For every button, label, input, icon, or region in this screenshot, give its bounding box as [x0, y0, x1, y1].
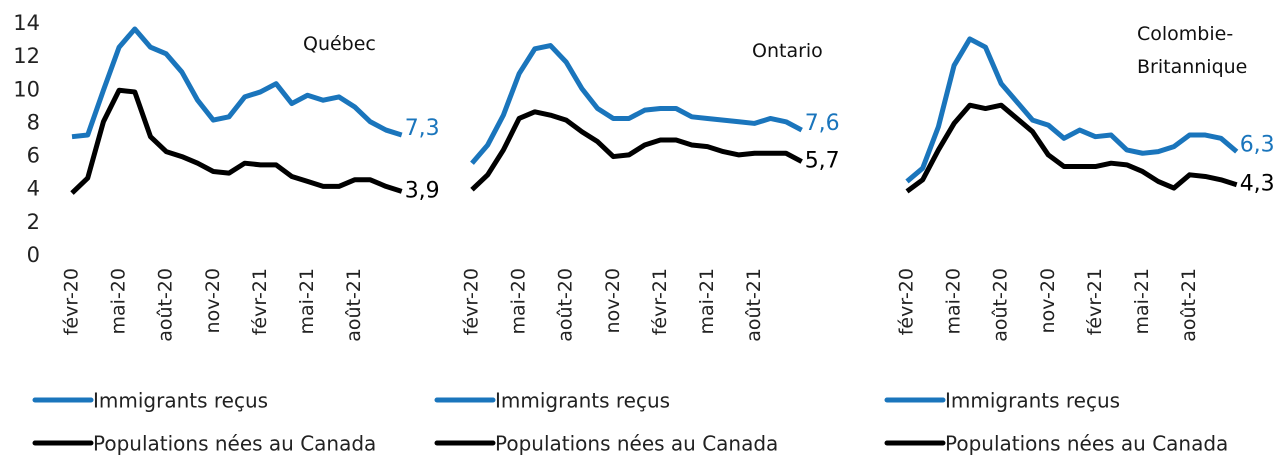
- legend-label: Immigrants reçus: [93, 389, 268, 413]
- x-tick-label: nov-20: [1037, 268, 1059, 333]
- x-tick-label: févr-20: [896, 268, 918, 335]
- data-label: 3,9: [405, 178, 440, 203]
- line: [905, 102, 1238, 194]
- legend-label: Populations nées au Canada: [495, 432, 778, 456]
- data-label: 7,3: [405, 116, 440, 141]
- y-tick-label: 10: [13, 77, 40, 101]
- chart-title: Colombie-Britannique: [1137, 23, 1248, 78]
- line: [470, 43, 803, 165]
- legend-label: Populations nées au Canada: [945, 432, 1228, 456]
- x-tick-label: mai-20: [108, 268, 130, 334]
- x-tick-label: août-20: [155, 268, 177, 342]
- x-tick-label: mai-21: [1131, 268, 1153, 334]
- x-tick-label: août-20: [990, 268, 1012, 342]
- x-tick-label: févr-20: [461, 268, 483, 335]
- x-tick-label: mai-21: [696, 268, 718, 334]
- y-tick-label: 6: [27, 144, 40, 168]
- x-tick-label: nov-20: [602, 268, 624, 333]
- data-label: 5,7: [805, 149, 840, 174]
- y-tick-label: 2: [27, 210, 40, 234]
- x-tick-label: août-21: [343, 268, 365, 342]
- y-tick-label: 8: [27, 110, 40, 134]
- x-tick-label: août-21: [743, 268, 765, 342]
- data-label: 6,3: [1240, 133, 1275, 158]
- y-tick-label: 4: [27, 177, 40, 201]
- x-tick-label: mai-21: [296, 268, 318, 334]
- x-tick-label: févr-21: [649, 268, 671, 335]
- chart-title: Ontario: [752, 40, 823, 62]
- chart-title: Québec: [303, 33, 376, 55]
- line: [70, 87, 403, 195]
- x-tick-label: févr-21: [1084, 268, 1106, 335]
- line: [71, 26, 403, 140]
- legend-label: Immigrants reçus: [495, 389, 670, 413]
- x-tick-label: févr-20: [61, 268, 83, 335]
- legend-label: Populations nées au Canada: [93, 432, 376, 456]
- legend-label: Immigrants reçus: [945, 389, 1120, 413]
- data-label: 7,6: [805, 111, 840, 136]
- x-tick-label: mai-20: [943, 268, 965, 334]
- line: [905, 36, 1239, 184]
- x-tick-label: nov-20: [202, 268, 224, 333]
- data-label: 4,3: [1240, 172, 1275, 197]
- x-tick-label: févr-21: [249, 268, 271, 335]
- y-tick-label: 12: [13, 44, 40, 68]
- x-tick-label: août-20: [555, 268, 577, 342]
- y-tick-label: 14: [13, 11, 40, 35]
- line: [470, 109, 803, 192]
- x-tick-label: mai-20: [508, 268, 530, 334]
- y-tick-label: 0: [27, 243, 40, 267]
- x-tick-label: août-21: [1178, 268, 1200, 342]
